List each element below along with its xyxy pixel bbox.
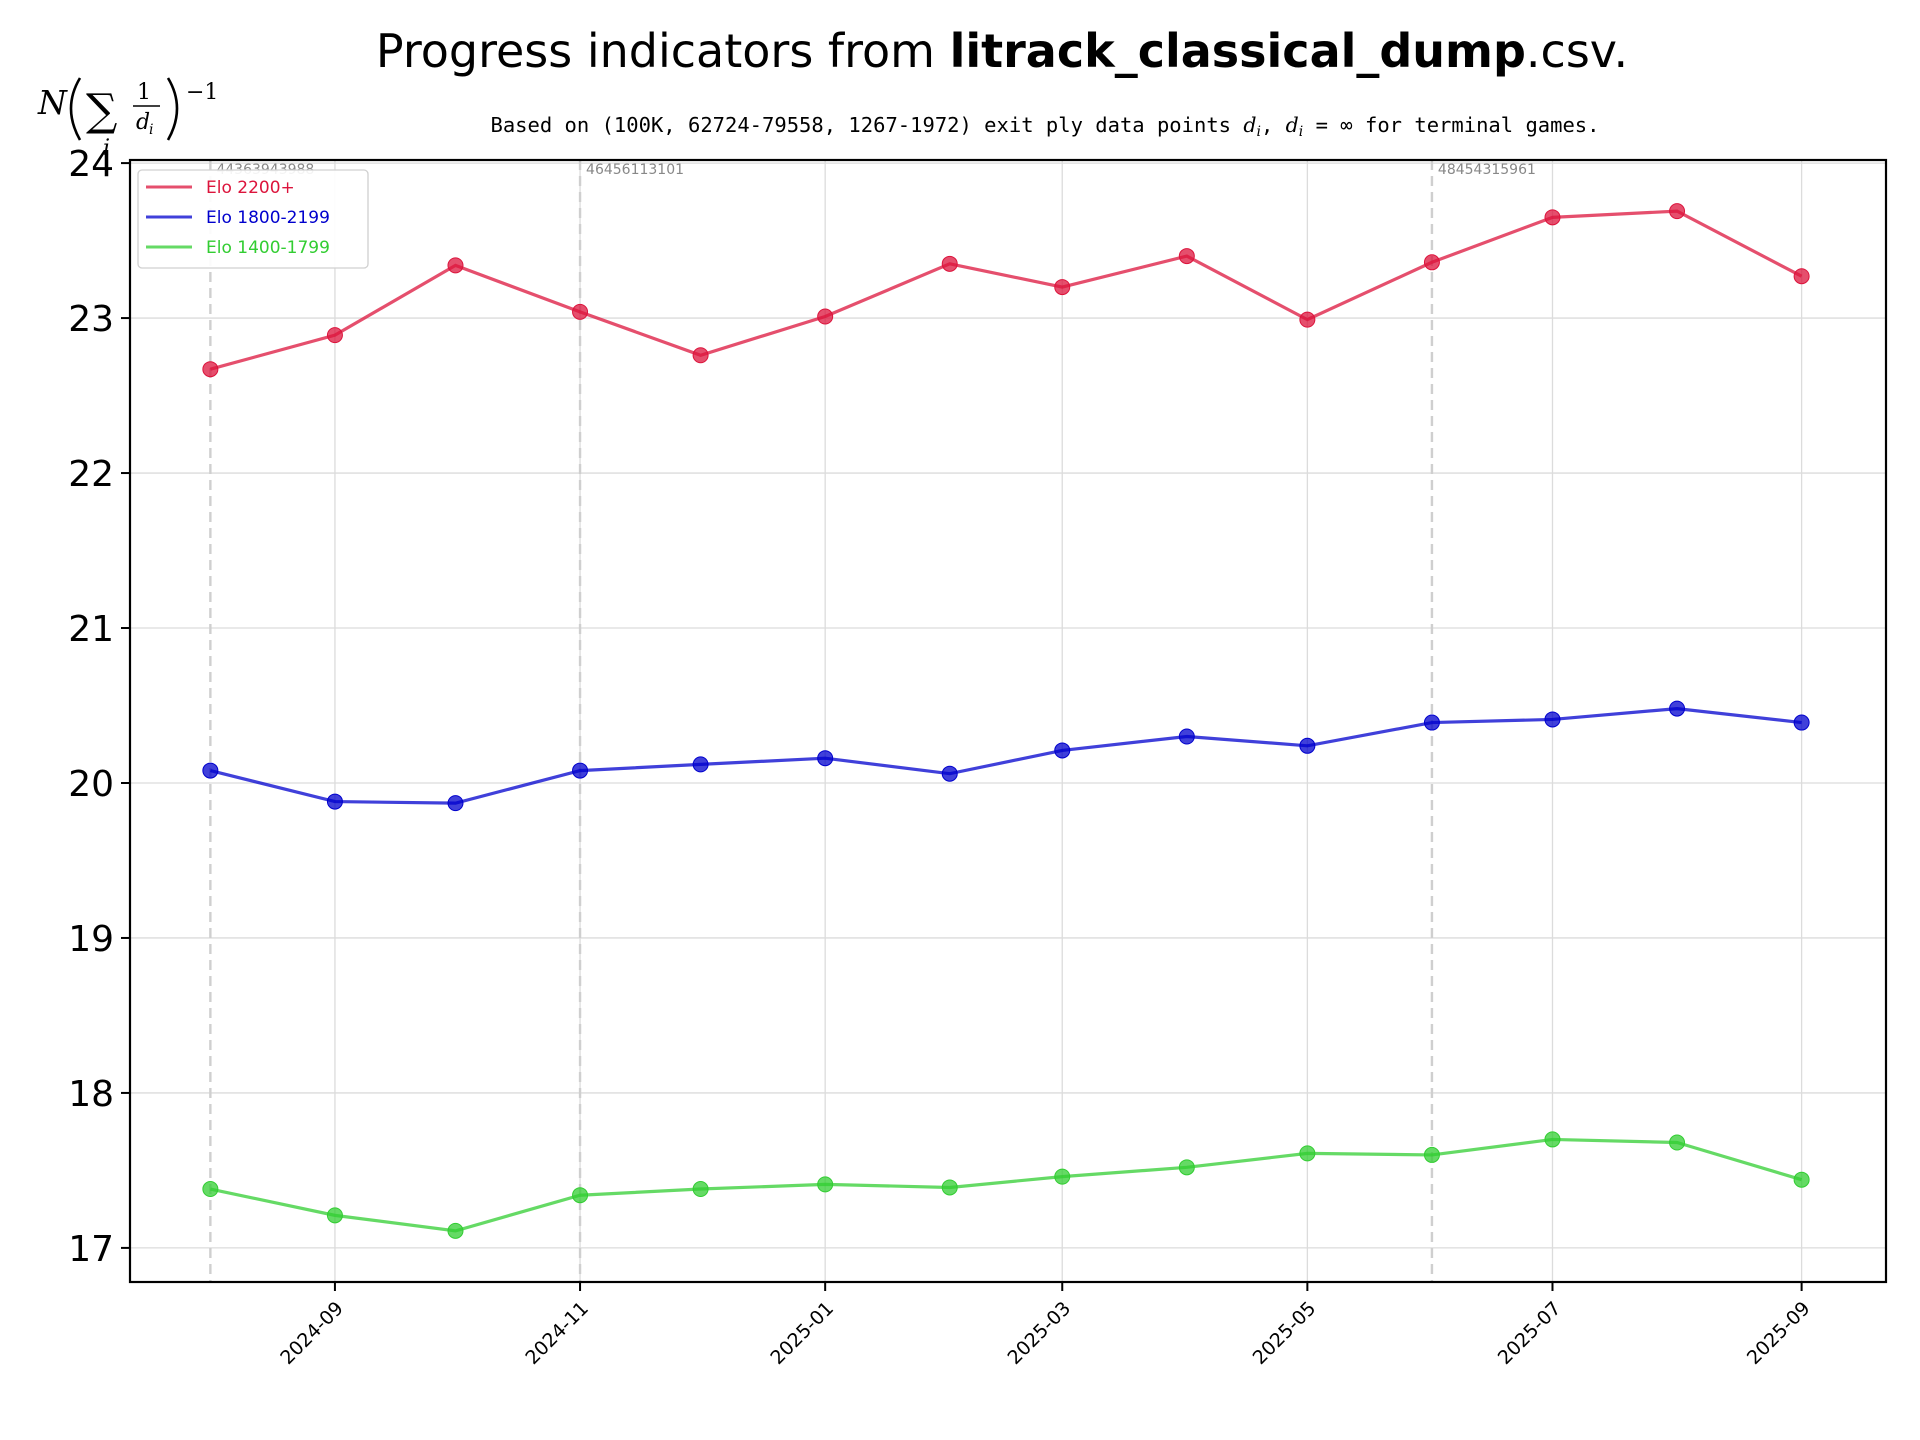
data-point <box>1178 728 1195 745</box>
subtitle-part-6: = ∞ for terminal games. <box>1303 113 1599 137</box>
data-point <box>1793 1171 1810 1188</box>
data-point <box>1299 311 1316 328</box>
y-axis: 17 18 19 20 21 22 23 24 <box>68 144 130 1270</box>
plot-frame <box>128 158 1888 1284</box>
y-label-left-paren <box>69 77 82 141</box>
data-point <box>447 257 464 274</box>
data-point <box>1669 700 1686 717</box>
series-line <box>209 209 1803 371</box>
data-point <box>1423 254 1440 271</box>
x-tick-label: 2025-03 <box>1003 1297 1075 1369</box>
marker-label: 48454315961 <box>1438 162 1536 178</box>
data-point <box>1178 1159 1195 1176</box>
data-point <box>202 762 219 779</box>
legend: Elo 2200+ Elo 1800-2199 Elo 1400-1799 <box>137 169 369 269</box>
data-point <box>692 1181 709 1198</box>
legend-label: Elo 1800-2199 <box>206 208 330 228</box>
data-point <box>1544 711 1561 728</box>
x-tick-label: 2025-09 <box>1743 1297 1815 1369</box>
data-point <box>1544 209 1561 226</box>
data-point <box>1544 1131 1561 1148</box>
y-tick-label: 17 <box>68 1229 114 1270</box>
y-label-denominator-sub: i <box>149 122 153 138</box>
data-point <box>817 1176 834 1193</box>
data-point <box>1669 1134 1686 1151</box>
grid <box>130 160 1886 1282</box>
y-tick-label: 19 <box>68 919 114 960</box>
y-label-numerator: 1 <box>137 80 151 105</box>
y-label-exponent: −1 <box>186 80 218 105</box>
data-point <box>692 756 709 773</box>
data-point <box>326 1207 343 1224</box>
x-axis: 2024-09 2024-11 2025-01 2025-03 2025-05 2025-… <box>276 1282 1815 1369</box>
marker-label: 46456113101 <box>586 162 684 178</box>
data-point <box>1178 248 1195 265</box>
series-group <box>202 203 1810 1239</box>
data-point <box>941 255 958 272</box>
y-label-right-paren <box>166 77 179 141</box>
y-tick-label: 22 <box>68 454 114 495</box>
subtitle-part-3: , <box>1261 113 1286 137</box>
data-point <box>572 1187 589 1204</box>
data-point <box>817 750 834 767</box>
data-point <box>1423 714 1440 731</box>
data-point <box>326 327 343 344</box>
y-tick-label: 20 <box>68 764 114 805</box>
data-point <box>941 765 958 782</box>
series-line <box>210 1137 1803 1233</box>
x-tick-label: 2024-11 <box>521 1297 593 1369</box>
y-tick-label: 21 <box>68 609 114 650</box>
y-axis-label: N ∑ i 1 d i −1 <box>37 77 218 161</box>
data-point <box>817 308 834 325</box>
y-label-index: i <box>103 136 110 161</box>
x-tick-label: 2025-05 <box>1249 1297 1321 1369</box>
vertical-markers: 443639439884645611310148454315961 <box>209 160 1536 1282</box>
data-point <box>1423 1146 1440 1163</box>
chart-subtitle: Based on (100K, 62724-79558, 1267-1972) … <box>491 113 1600 140</box>
data-point <box>202 361 219 378</box>
subtitle-part-5: i <box>1299 124 1303 140</box>
data-point <box>572 762 589 779</box>
subtitle-part-1: d <box>1243 113 1256 137</box>
data-point <box>1054 742 1071 759</box>
chart-title-suffix: .csv. <box>1526 24 1628 78</box>
data-point <box>447 1222 464 1239</box>
data-point <box>202 1181 219 1198</box>
y-label-denominator: d <box>136 110 150 135</box>
subtitle-part-4: d <box>1286 113 1299 137</box>
subtitle-part-2: i <box>1257 124 1261 140</box>
data-point <box>326 793 343 810</box>
chart-title-prefix: Progress indicators from <box>376 24 950 78</box>
legend-label: Elo 2200+ <box>206 178 295 198</box>
x-tick-label: 2025-07 <box>1494 1297 1566 1369</box>
data-point <box>1299 737 1316 754</box>
x-tick-label: 2024-09 <box>276 1297 348 1369</box>
legend-label: Elo 1400-1799 <box>206 238 330 258</box>
y-tick-label: 24 <box>68 144 114 185</box>
y-label-sum: ∑ <box>86 85 117 136</box>
y-tick-label: 18 <box>68 1074 114 1115</box>
y-label-n: N <box>37 83 68 122</box>
data-point <box>1669 203 1686 220</box>
legend-box <box>137 169 369 269</box>
series-line <box>209 706 1802 805</box>
x-tick-label: 2025-01 <box>766 1297 838 1369</box>
data-point <box>1299 1145 1316 1162</box>
data-point <box>1793 714 1810 731</box>
chart-title-filename: litrack_classical_dump <box>950 24 1526 78</box>
subtitle-part-0: Based on (100K, 62724-79558, 1267-1972) … <box>491 113 1244 137</box>
data-point <box>447 795 464 812</box>
data-point <box>1054 279 1071 296</box>
data-point <box>1054 1168 1071 1185</box>
data-point <box>692 347 709 364</box>
chart-title: Progress indicators from litrack_classic… <box>376 24 1628 78</box>
y-tick-label: 23 <box>68 299 114 340</box>
data-point <box>941 1179 958 1196</box>
data-point <box>1793 268 1810 285</box>
data-point <box>572 303 589 320</box>
